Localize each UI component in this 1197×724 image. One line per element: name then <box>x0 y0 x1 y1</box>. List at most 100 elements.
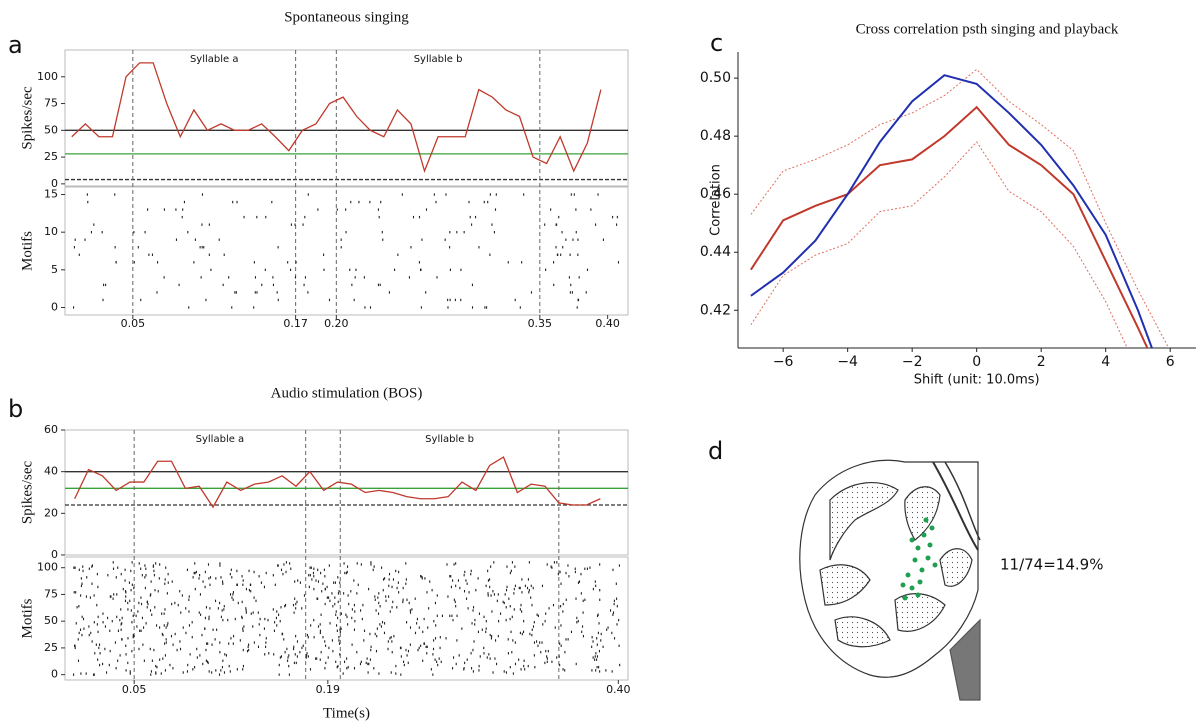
x-tick-label: 0.19 <box>316 683 341 696</box>
y-tick-label: 5 <box>51 263 58 276</box>
raster-tick <box>392 600 394 604</box>
raster-texture <box>73 561 621 676</box>
raster-tick <box>591 669 593 672</box>
raster-tick <box>405 648 407 652</box>
raster-tick <box>531 633 533 637</box>
raster-tick <box>402 586 404 590</box>
raster-tick <box>293 661 295 665</box>
raster-tick <box>145 622 147 625</box>
raster-tick <box>279 619 281 623</box>
raster-tick <box>86 576 88 579</box>
raster-tick <box>242 627 244 630</box>
raster-tick <box>208 670 210 673</box>
raster-tick <box>272 573 274 577</box>
raster-tick <box>278 663 280 667</box>
raster-tick <box>575 662 577 666</box>
raster-tick <box>523 193 525 196</box>
raster-tick <box>201 223 203 226</box>
raster-tick <box>530 596 532 599</box>
raster-tick <box>140 602 143 606</box>
raster-tick <box>544 661 546 665</box>
raster-tick <box>396 606 398 609</box>
raster-tick <box>130 609 132 612</box>
raster-tick <box>171 602 173 606</box>
raster-tick <box>561 230 563 234</box>
raster-tick <box>127 661 129 665</box>
raster-tick <box>491 610 493 613</box>
raster-tick <box>477 577 479 580</box>
raster-tick <box>370 648 372 652</box>
raster-tick <box>219 564 221 567</box>
raster-tick <box>374 632 376 636</box>
raster-tick <box>96 623 98 626</box>
y-tick-label: 75 <box>44 97 58 110</box>
raster-tick <box>109 595 111 598</box>
raster-tick <box>207 642 209 645</box>
raster-tick <box>247 645 249 649</box>
raster-tick <box>380 625 382 628</box>
raster-tick <box>334 581 336 584</box>
raster-tick <box>532 586 534 590</box>
raster-tick <box>519 586 521 590</box>
raster-tick <box>283 563 285 566</box>
raster-tick <box>162 657 164 660</box>
raster-tick <box>512 639 514 642</box>
panel-label: b <box>8 395 23 423</box>
raster-tick <box>432 673 434 676</box>
raster-tick <box>128 581 130 584</box>
raster-tick <box>492 671 494 674</box>
raster-tick <box>130 569 132 573</box>
raster-tick <box>353 628 356 631</box>
raster-tick <box>356 650 358 654</box>
raster-tick <box>532 625 535 628</box>
raster-tick <box>127 608 129 611</box>
raster-tick <box>414 597 416 600</box>
raster-tick <box>381 621 384 624</box>
raster-tick <box>612 613 614 616</box>
raster-tick <box>194 587 196 591</box>
raster-tick <box>248 648 250 652</box>
raster-tick <box>600 639 602 642</box>
y-tick-label: 40 <box>44 465 58 478</box>
raster-tick <box>234 291 236 294</box>
raster-tick <box>377 596 379 599</box>
raster-tick <box>395 672 397 675</box>
raster-tick <box>302 223 304 226</box>
raster-tick <box>496 599 498 603</box>
raster-tick <box>140 567 142 570</box>
raster-tick <box>552 603 555 607</box>
raster-texture <box>73 193 620 309</box>
raster-tick <box>405 582 407 585</box>
raster-tick <box>236 200 238 204</box>
raster-tick <box>416 622 418 625</box>
raster-tick <box>388 291 390 294</box>
raster-tick <box>313 587 315 591</box>
raster-tick <box>121 638 123 641</box>
raster-tick <box>88 567 90 570</box>
y-tick-label: 10 <box>44 225 58 238</box>
raster-tick <box>297 579 299 582</box>
raster-tick <box>252 625 254 628</box>
raster-tick <box>398 591 400 594</box>
raster-tick <box>597 193 599 196</box>
raster-tick <box>193 261 195 264</box>
raster-tick <box>396 586 398 590</box>
raster-tick <box>498 619 500 623</box>
raster-tick <box>203 246 205 249</box>
raster-tick <box>85 595 87 598</box>
raster-tick <box>205 659 207 662</box>
raster-tick <box>248 569 250 573</box>
raster-tick <box>567 564 569 567</box>
raster-tick <box>316 597 318 600</box>
y-tick-label: 50 <box>44 123 58 136</box>
raster-tick <box>321 590 323 593</box>
raster-tick <box>326 585 328 589</box>
raster-tick <box>529 632 531 636</box>
raster-tick <box>487 200 489 204</box>
raster-tick <box>350 200 352 204</box>
raster-tick <box>185 607 187 610</box>
raster-tick <box>309 573 311 577</box>
raster-tick <box>524 668 526 671</box>
raster-tick <box>490 594 492 597</box>
raster-tick <box>472 670 474 673</box>
